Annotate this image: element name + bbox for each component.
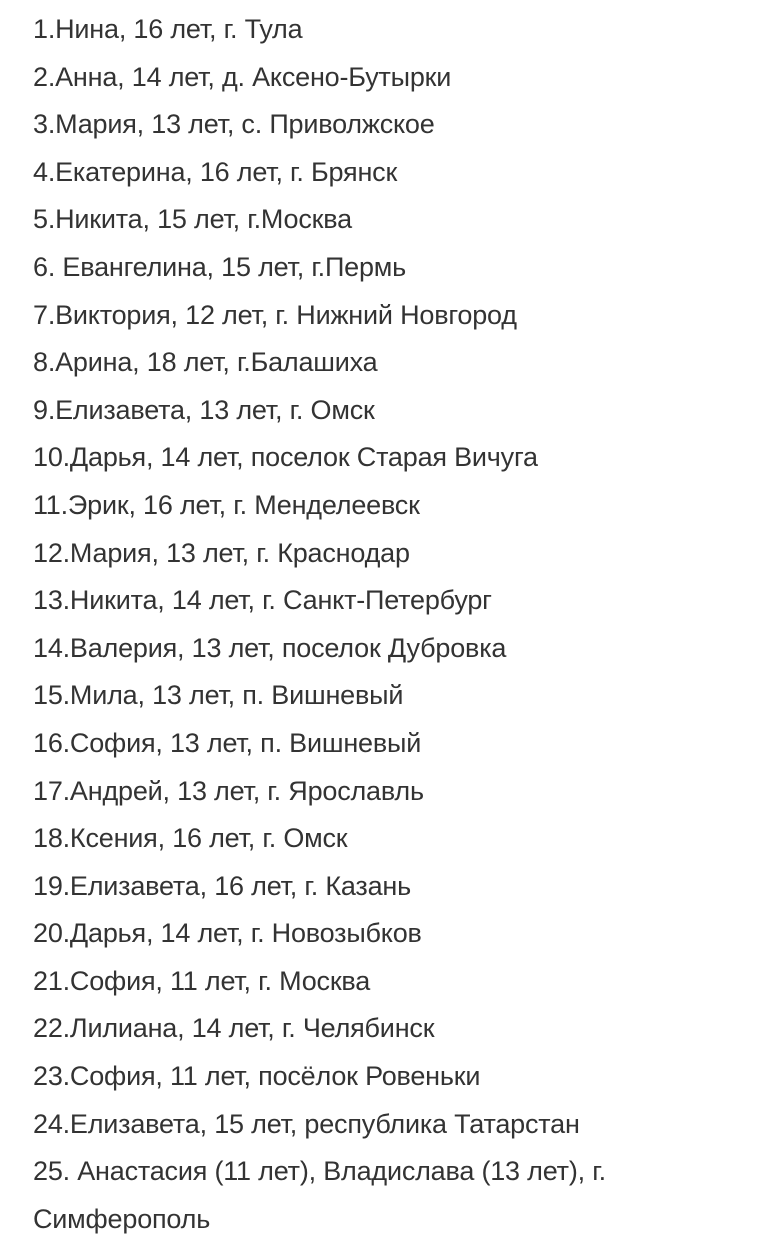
list-item: 4.Екатерина, 16 лет, г. Брянск	[33, 156, 398, 187]
list-item: 11.Эрик, 16 лет, г. Менделеевск	[33, 489, 420, 520]
list-item: 9.Елизавета, 13 лет, г. Омск	[33, 394, 375, 425]
list-item: 15.Мила, 13 лет, п. Вишневый	[33, 680, 404, 711]
list-item: 25. Анастасия (11 лет), Владислава (13 л…	[33, 1156, 606, 1234]
list-item: 19.Елизавета, 16 лет, г. Казань	[33, 870, 411, 901]
list-item: 12.Мария, 13 лет, г. Краснодар	[33, 537, 410, 568]
list-item: 14.Валерия, 13 лет, поселок Дубровка	[33, 632, 507, 663]
list-item: 20.Дарья, 14 лет, г. Новозыбков	[33, 918, 422, 949]
list-item: 22.Лилиана, 14 лет, г. Челябинск	[33, 1013, 435, 1044]
list-item: 21.София, 11 лет, г. Москва	[33, 965, 371, 996]
list-item: 24.Елизавета, 15 лет, республика Татарст…	[33, 1108, 580, 1139]
list-item: 23.София, 11 лет, посёлок Ровеньки	[33, 1061, 481, 1092]
list-item: 8.Арина, 18 лет, г.Балашиха	[33, 347, 378, 378]
names-list: 1.Нина, 16 лет, г. Тула 2.Анна, 14 лет, …	[33, 6, 733, 1243]
list-item: 2.Анна, 14 лет, д. Аксено-Бутырки	[33, 61, 452, 92]
list-item: 3.Мария, 13 лет, с. Приволжское	[33, 109, 435, 140]
list-item: 5.Никита, 15 лет, г.Москва	[33, 204, 352, 235]
list-item: 10.Дарья, 14 лет, поселок Старая Вичуга	[33, 442, 538, 473]
list-item: 1.Нина, 16 лет, г. Тула	[33, 14, 303, 44]
list-item: 13.Никита, 14 лет, г. Санкт-Петербург	[33, 585, 492, 616]
list-item: 17.Андрей, 13 лет, г. Ярославль	[33, 775, 424, 806]
list-item: 6. Евангелина, 15 лет, г.Пермь	[33, 251, 407, 282]
list-item: 16.София, 13 лет, п. Вишневый	[33, 727, 422, 758]
list-item: 18.Ксения, 16 лет, г. Омск	[33, 823, 348, 854]
list-item: 7.Виктория, 12 лет, г. Нижний Новгород	[33, 299, 517, 330]
